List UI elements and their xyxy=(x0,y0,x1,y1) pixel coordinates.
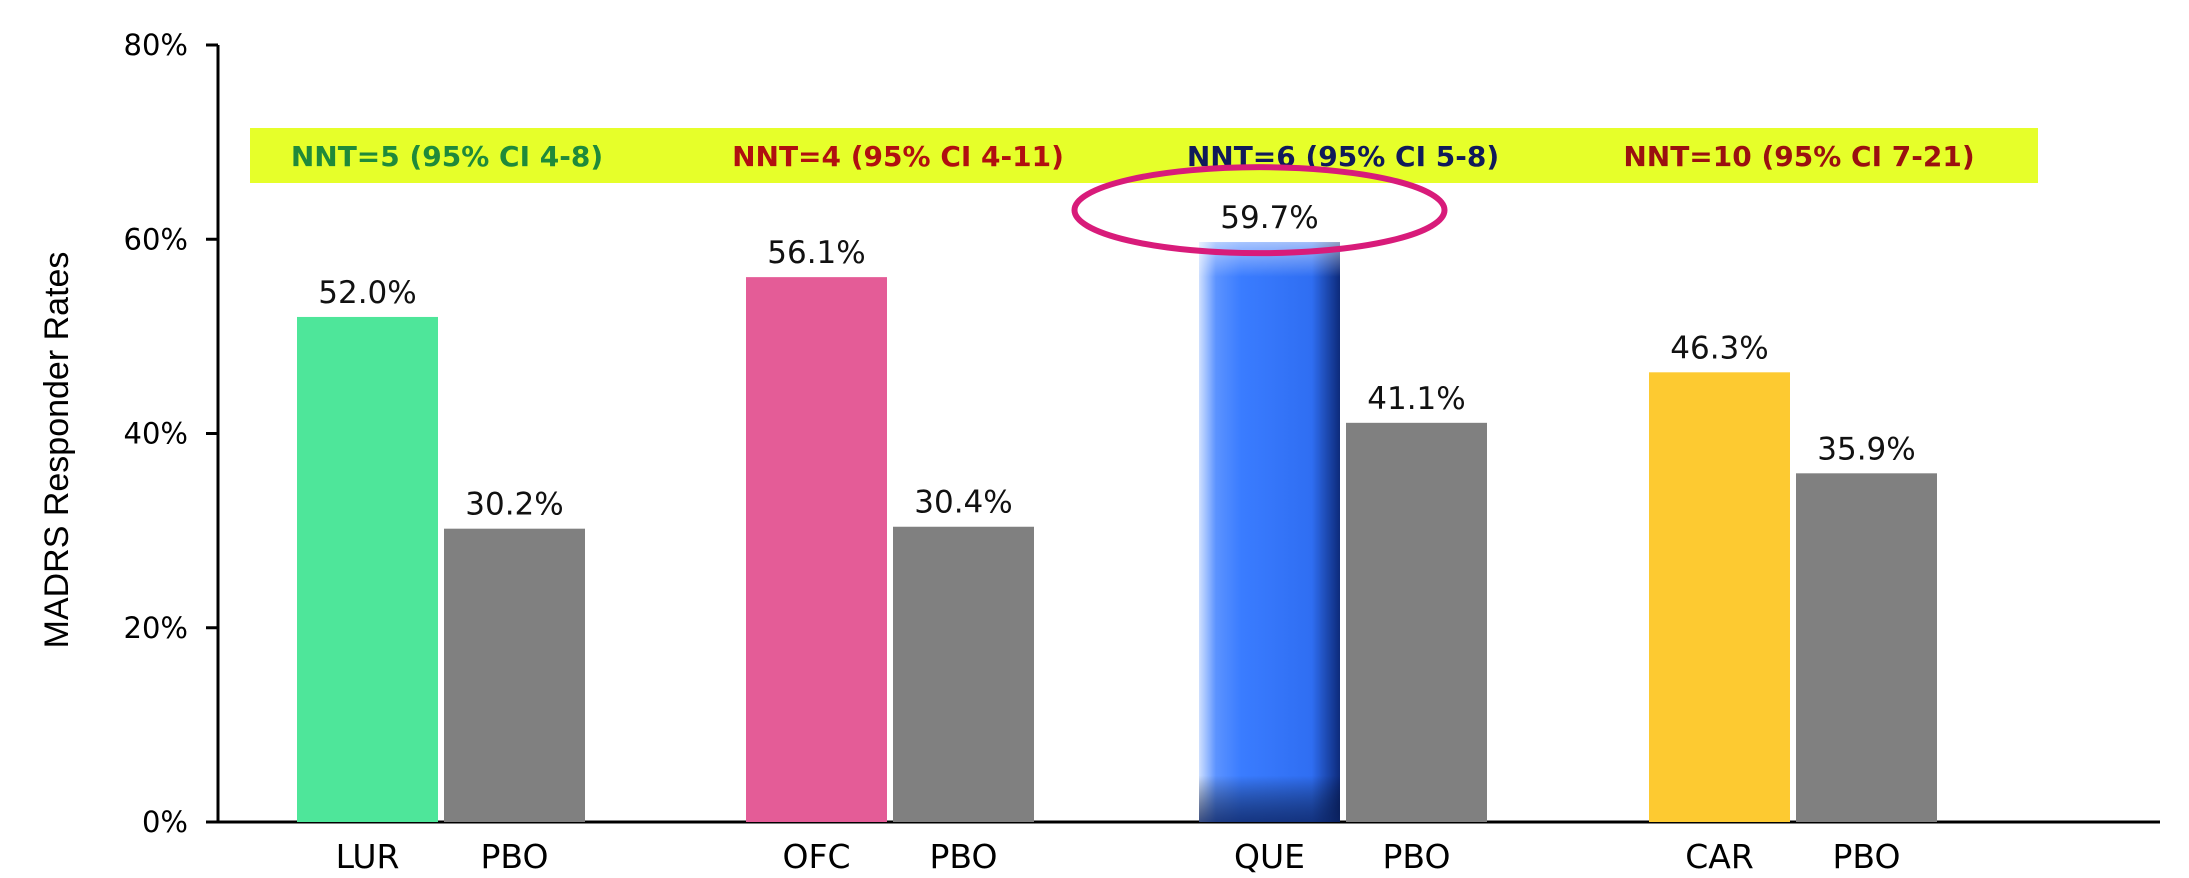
bar-value-label: 30.4% xyxy=(914,485,1012,521)
x-category-label: PBO xyxy=(930,837,998,876)
x-category-label: PBO xyxy=(1833,837,1901,876)
y-tick-label: 60% xyxy=(124,222,188,256)
bar-value-label: 56.1% xyxy=(767,235,865,271)
bar-shading xyxy=(1199,242,1340,822)
x-category-label: PBO xyxy=(1383,837,1451,876)
x-category-label: LUR xyxy=(336,837,400,876)
x-category-label: QUE xyxy=(1234,837,1305,876)
nnt-band-layer: NNT=5 (95% CI 4-8) NNT=4 (95% CI 4-11) NNT… xyxy=(250,128,2038,183)
bar-value-label: 46.3% xyxy=(1670,330,1768,366)
nnt-annotation: NNT=5 (95% CI 4-8) xyxy=(291,140,603,173)
x-category-label: CAR xyxy=(1685,837,1754,876)
drug-bar xyxy=(297,316,438,822)
placebo-bar xyxy=(893,526,1034,822)
bar-value-label: 52.0% xyxy=(318,275,416,311)
placebo-bar xyxy=(1796,473,1937,822)
y-axis-title: MADRS Responder Rates xyxy=(38,252,76,649)
placebo-bar xyxy=(444,528,585,822)
highlight-ellipse xyxy=(1071,164,1448,257)
nnt-annotation: NNT=4 (95% CI 4-11) xyxy=(732,140,1064,173)
drug-bar xyxy=(1649,372,1790,822)
y-tick-label: 40% xyxy=(124,417,188,451)
bar-value-label: 41.1% xyxy=(1367,381,1465,417)
bar-value-label: 35.9% xyxy=(1817,431,1915,467)
x-category-label: OFC xyxy=(783,837,851,876)
y-tick-label: 20% xyxy=(124,611,188,645)
bars xyxy=(297,242,1937,822)
labels: 52.0% LUR 30.2% PBO 56.1% OFC 30.4% PBO 59.7% QUE… xyxy=(318,164,1916,876)
x-category-label: PBO xyxy=(481,837,549,876)
y-tick-label: 0% xyxy=(142,805,188,839)
nnt-annotation: NNT=10 (95% CI 7-21) xyxy=(1623,140,1974,173)
placebo-bar xyxy=(1346,422,1487,822)
drug-bar xyxy=(746,277,887,822)
bar-value-label: 59.7% xyxy=(1220,200,1318,236)
y-tick-label: 80% xyxy=(124,28,188,62)
bar-value-label: 30.2% xyxy=(465,487,563,523)
